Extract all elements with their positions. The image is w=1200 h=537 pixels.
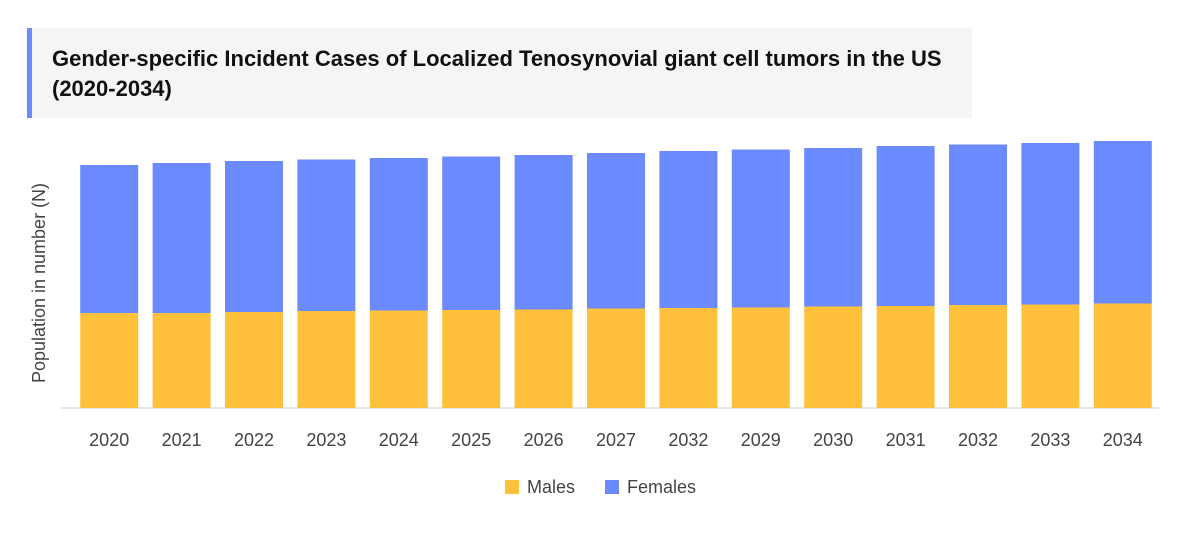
bar-segment	[80, 313, 139, 408]
x-tick-label: 2032	[958, 430, 998, 450]
bar-segment	[152, 313, 211, 408]
bar-segment	[442, 310, 501, 408]
legend-label: Males	[527, 477, 575, 497]
bar-segment	[587, 153, 645, 309]
x-tick-label: 2027	[596, 430, 636, 450]
x-tick-label: 2022	[234, 430, 274, 450]
y-axis-label: Population in number (N)	[29, 183, 49, 383]
legend-swatch	[505, 480, 519, 494]
bar-segment	[876, 146, 935, 306]
bar-segment	[731, 149, 790, 308]
bar-segment	[514, 155, 573, 310]
x-tick-label: 2020	[89, 430, 129, 450]
bar-segment	[80, 165, 139, 313]
x-tick-label: 2026	[524, 430, 564, 450]
bar-segment	[369, 310, 428, 408]
x-tick-label: 2025	[451, 430, 491, 450]
x-tick-label: 2031	[886, 430, 926, 450]
x-tick-label: 2034	[1103, 430, 1143, 450]
bar-segment	[297, 159, 356, 311]
chart-title: Gender-specific Incident Cases of Locali…	[52, 46, 942, 101]
bar-segment	[804, 306, 863, 408]
x-tick-label: 2023	[306, 430, 346, 450]
bar-segment	[1021, 304, 1080, 408]
bar-segment	[225, 312, 283, 408]
bar-segment	[297, 311, 356, 408]
x-tick-label: 2032	[668, 430, 708, 450]
bar-segment	[442, 156, 501, 310]
legend-swatch	[605, 480, 619, 494]
bar-segment	[369, 158, 428, 311]
bar-segment	[225, 161, 283, 312]
bar-segment	[949, 305, 1007, 408]
x-tick-label: 2029	[741, 430, 781, 450]
bar-segment	[1021, 143, 1080, 305]
bar-segment	[152, 163, 211, 313]
bar-segment	[876, 306, 935, 408]
bar-segment	[804, 148, 863, 307]
legend-label: Females	[627, 477, 696, 497]
bar-segment	[1093, 141, 1152, 304]
title-box: Gender-specific Incident Cases of Locali…	[27, 28, 972, 118]
bar-segment	[514, 309, 573, 408]
bar-segment	[659, 151, 718, 308]
bar-segment	[949, 144, 1007, 305]
x-tick-label: 2024	[379, 430, 419, 450]
bar-segment	[1093, 303, 1152, 408]
x-tick-label: 2021	[162, 430, 202, 450]
bar-segment	[731, 307, 790, 408]
x-tick-label: 2030	[813, 430, 853, 450]
bar-segment	[659, 308, 718, 408]
x-tick-label: 2033	[1030, 430, 1070, 450]
bar-segment	[587, 308, 645, 408]
